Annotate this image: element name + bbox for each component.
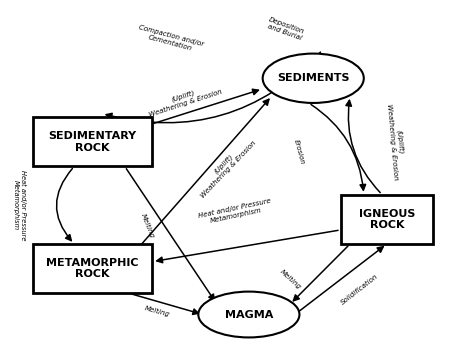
Ellipse shape: [263, 53, 364, 103]
Text: SEDIMENTS: SEDIMENTS: [277, 73, 349, 83]
Text: Solidification: Solidification: [339, 274, 379, 306]
Ellipse shape: [198, 292, 300, 337]
FancyBboxPatch shape: [341, 195, 433, 244]
Text: Heat and/or Pressure
Metamorphism: Heat and/or Pressure Metamorphism: [12, 170, 26, 240]
FancyBboxPatch shape: [33, 244, 153, 293]
Text: Melting: Melting: [140, 213, 155, 240]
FancyBboxPatch shape: [33, 117, 153, 166]
Text: MAGMA: MAGMA: [225, 309, 273, 320]
Text: Melting: Melting: [144, 305, 170, 317]
Text: (Uplift)
Weathering & Erosion: (Uplift) Weathering & Erosion: [386, 103, 406, 181]
Text: (Uplift)
Weathering & Erosion: (Uplift) Weathering & Erosion: [146, 81, 223, 118]
Text: Compaction and/or
Cementation: Compaction and/or Cementation: [136, 24, 205, 55]
Text: Melting: Melting: [278, 268, 302, 290]
Text: Erosion: Erosion: [293, 139, 306, 166]
Text: METAMORPHIC
ROCK: METAMORPHIC ROCK: [47, 258, 139, 279]
Text: SEDIMENTARY
ROCK: SEDIMENTARY ROCK: [48, 131, 136, 153]
Text: Deposition
and Burial: Deposition and Burial: [266, 16, 306, 41]
Text: IGNEOUS
ROCK: IGNEOUS ROCK: [359, 209, 415, 230]
Text: (Uplift)
Weathering & Erosion: (Uplift) Weathering & Erosion: [195, 134, 257, 199]
Text: Heat and/or Pressure
Metamorphism: Heat and/or Pressure Metamorphism: [197, 198, 272, 227]
